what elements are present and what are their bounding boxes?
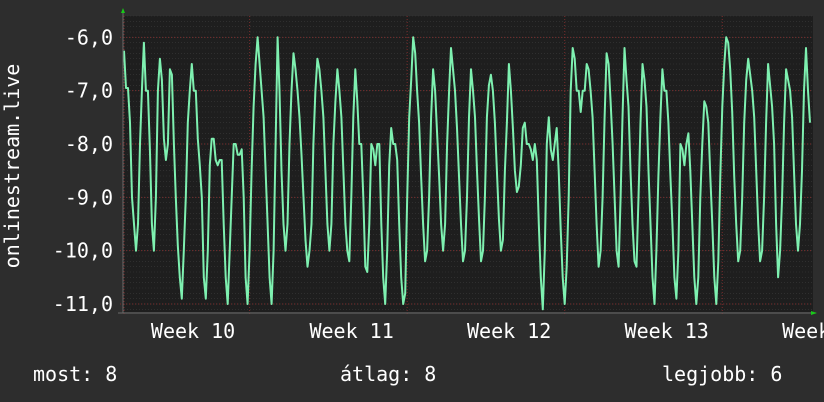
y-axis-label: onlinestream.live [0,64,24,269]
x-tick-label: Week [782,319,824,343]
y-axis-arrow [121,8,125,13]
y-tick-label: -6,0 [65,25,113,49]
y-tick-label: -8,0 [65,132,113,156]
best-value-label: legjobb: 6 [662,362,783,386]
y-tick-label: -9,0 [65,185,113,209]
x-tick-label: Week 10 [151,319,235,343]
x-tick-labels: Week 10 Week 11 Week 12 Week 13 Week [151,319,824,343]
y-tick-label: -7,0 [65,79,113,103]
x-tick-label: Week 13 [625,319,709,343]
average-value-label: átlag: 8 [340,362,437,386]
current-value-label: most: 8 [33,362,118,386]
x-axis-arrow [811,311,817,315]
x-tick-label: Week 11 [309,319,393,343]
y-tick-label: -11,0 [53,292,113,316]
x-tick-label: Week 12 [467,319,551,343]
y-tick-labels: -6,0 -7,0 -8,0 -9,0 -10,0 -11,0 [53,25,113,316]
y-tick-label: -10,0 [53,239,113,263]
series-line [123,36,811,311]
